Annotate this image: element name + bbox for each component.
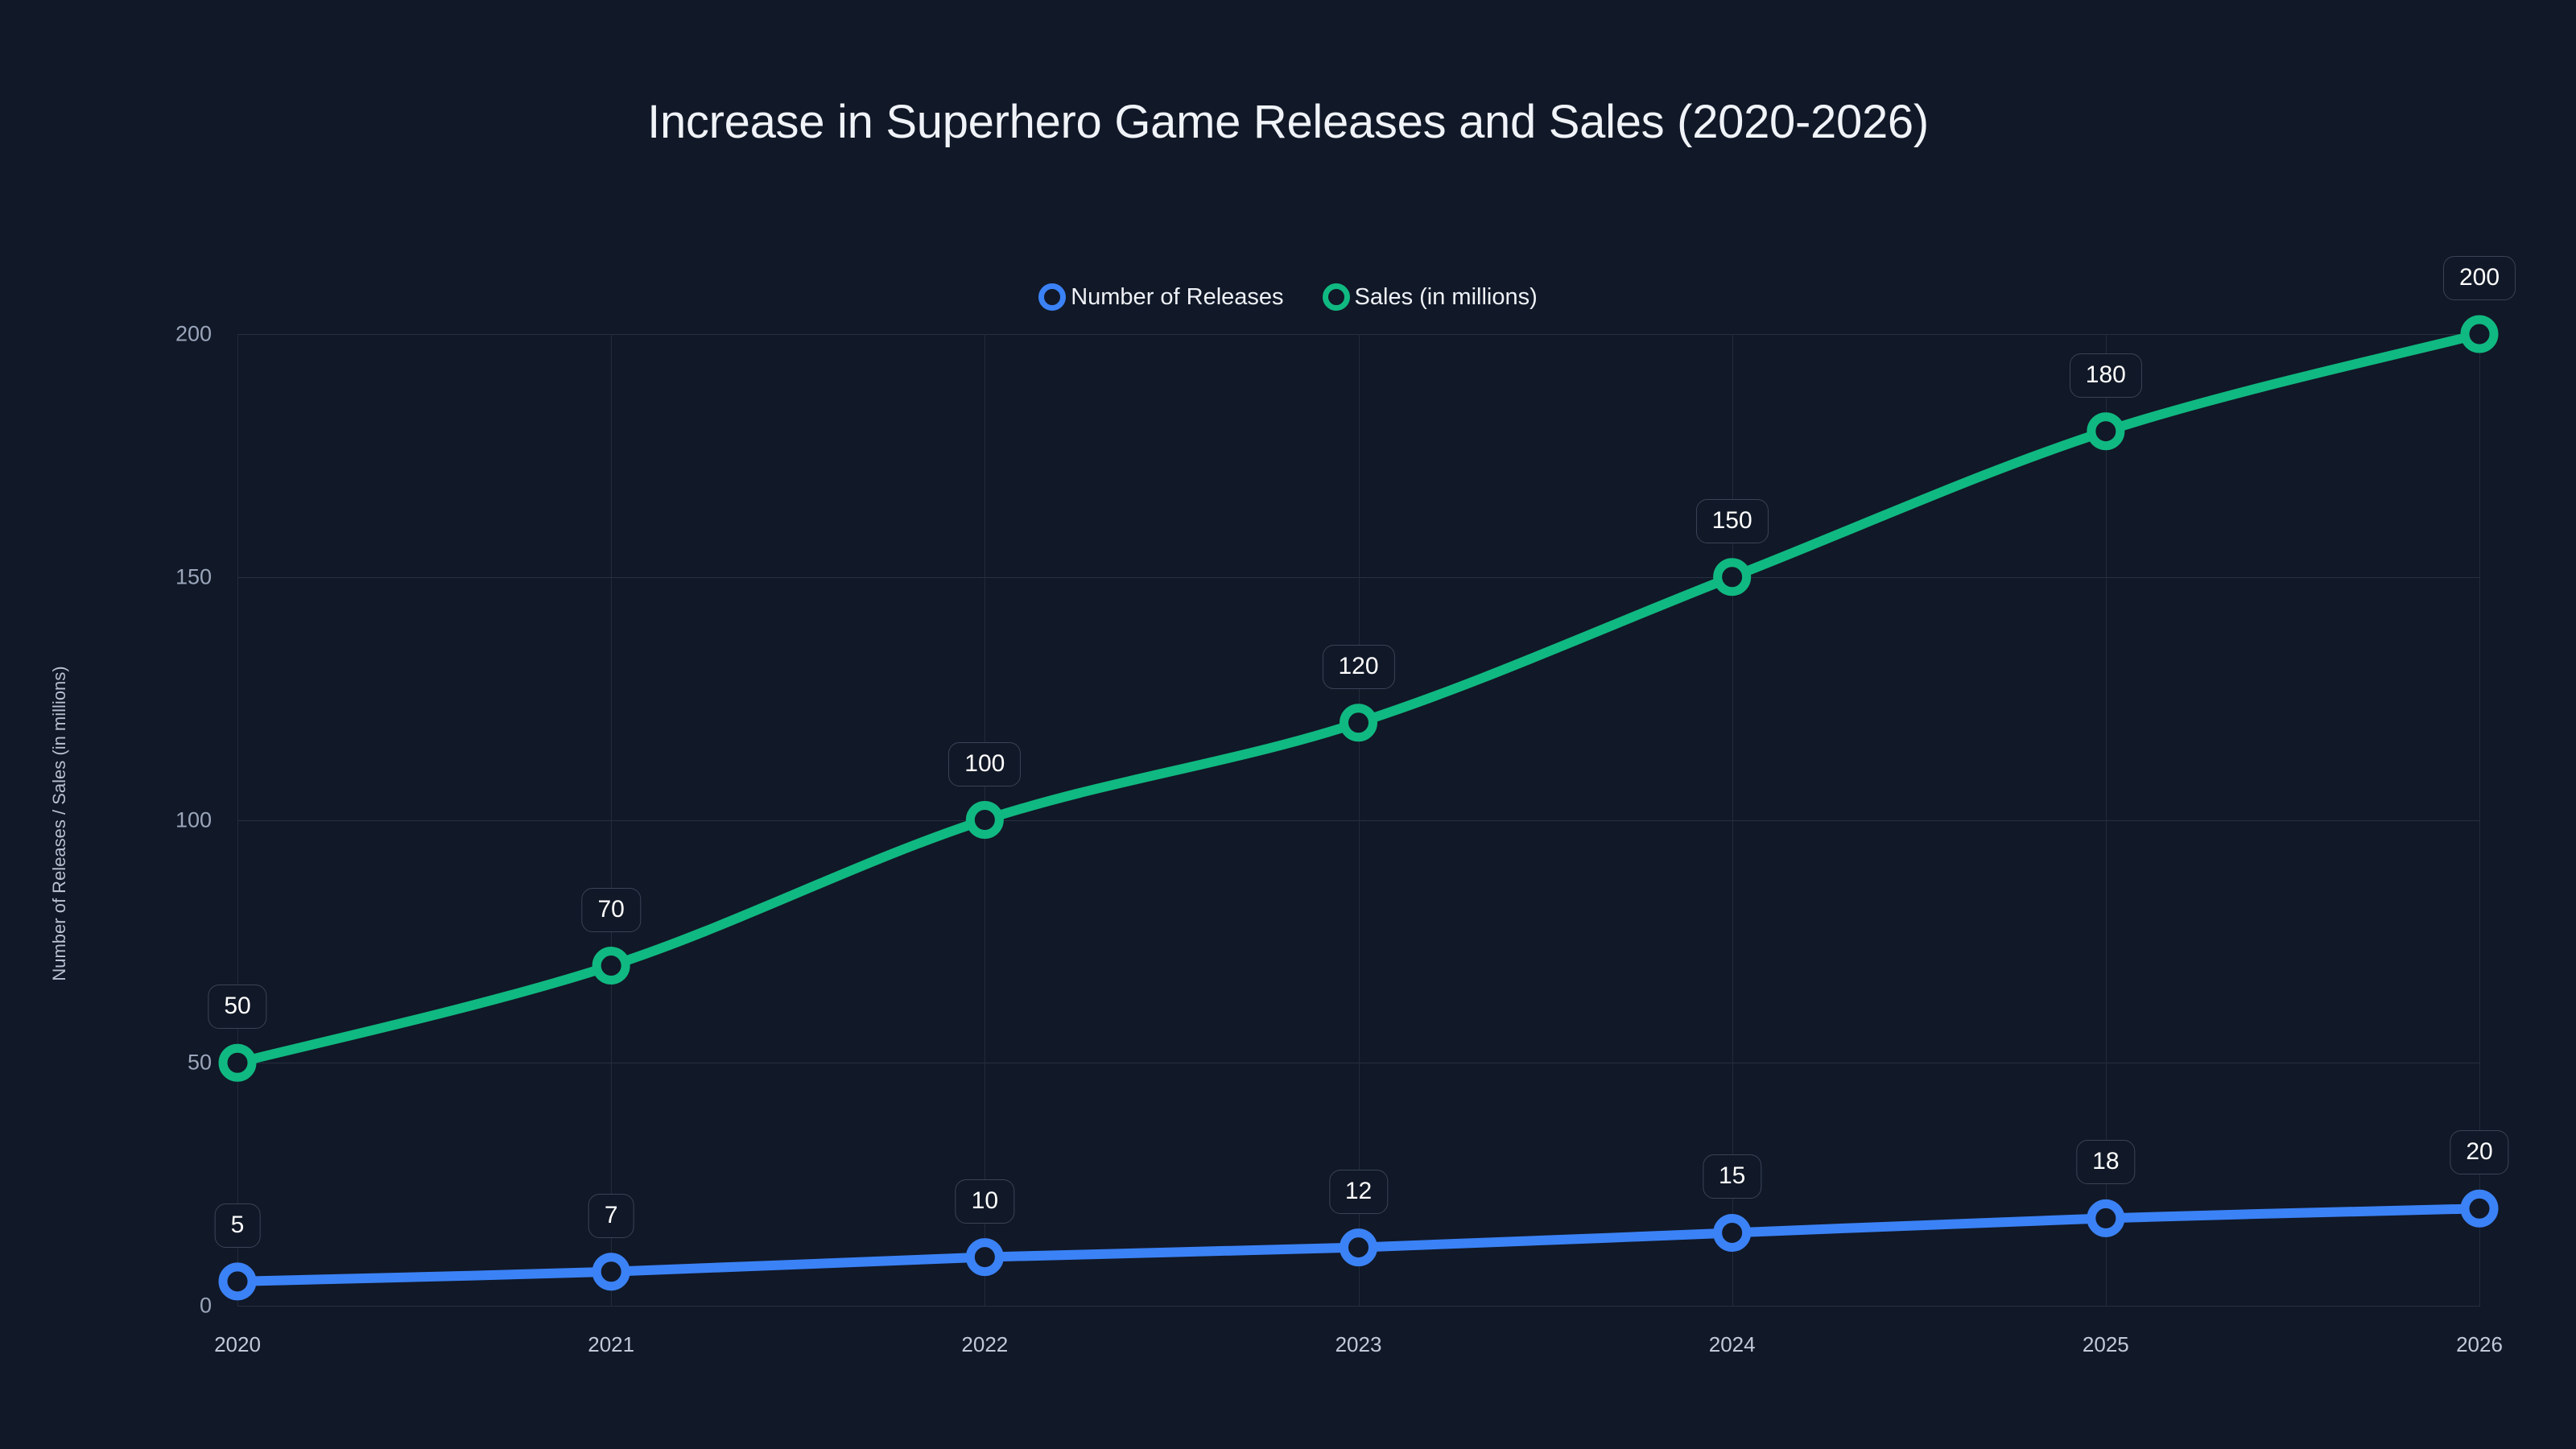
gridline-vertical — [1732, 334, 1733, 1306]
data-point-label: 10 — [955, 1179, 1015, 1224]
data-point-marker[interactable] — [1340, 704, 1377, 742]
data-point-label: 180 — [2069, 353, 2142, 398]
data-point-marker[interactable] — [1340, 1228, 1377, 1267]
data-point-label: 12 — [1328, 1169, 1389, 1214]
data-point-label: 15 — [1702, 1154, 1762, 1199]
data-point-label: 7 — [588, 1193, 634, 1238]
data-point-label: 200 — [2442, 256, 2516, 300]
y-axis-tick-label: 100 — [175, 807, 212, 832]
data-point-marker[interactable] — [965, 1238, 1004, 1277]
data-point-label: 20 — [2450, 1130, 2509, 1175]
data-point-marker[interactable] — [592, 1253, 630, 1291]
gridline-vertical — [2479, 334, 2480, 1306]
chart-title: Increase in Superhero Game Releases and … — [647, 96, 1929, 148]
data-point-marker[interactable] — [2460, 315, 2499, 353]
data-point-label: 18 — [2076, 1140, 2136, 1185]
data-point-label: 150 — [1695, 498, 1769, 543]
data-point-marker[interactable] — [2460, 1189, 2499, 1228]
x-axis-tick-label: 2024 — [1708, 1332, 1756, 1356]
x-axis-tick-label: 2026 — [2456, 1332, 2503, 1356]
series-line-sales — [233, 329, 2484, 1068]
gridline-vertical — [1358, 334, 1360, 1306]
x-axis-tick-label: 2022 — [961, 1332, 1009, 1356]
data-point-marker[interactable] — [218, 1043, 257, 1082]
series-markers — [218, 315, 2499, 1301]
data-point-marker[interactable] — [592, 947, 630, 985]
y-axis-tick-label: 0 — [199, 1293, 212, 1318]
gridline-vertical — [2105, 334, 2107, 1306]
data-point-marker[interactable] — [2087, 412, 2125, 451]
x-axis-tick-label: 2020 — [214, 1332, 261, 1356]
gridline-horizontal — [237, 1306, 2480, 1307]
series-lines — [233, 329, 2484, 1286]
gridline-vertical — [611, 334, 613, 1306]
data-point-label: 50 — [208, 985, 267, 1030]
data-point-marker[interactable] — [1713, 558, 1752, 597]
y-axis-tick-label: 150 — [175, 564, 212, 589]
data-point-label: 5 — [214, 1203, 261, 1248]
gridline-vertical — [237, 334, 238, 1306]
data-point-label: 100 — [948, 741, 1022, 786]
data-point-label: 70 — [581, 887, 641, 932]
data-point-marker[interactable] — [1713, 1213, 1752, 1252]
data-point-marker[interactable] — [218, 1262, 257, 1301]
y-axis-tick-label: 50 — [187, 1050, 212, 1075]
data-point-marker[interactable] — [2087, 1199, 2125, 1237]
data-point-label: 120 — [1322, 644, 1395, 689]
y-axis-tick-label: 200 — [175, 321, 212, 346]
x-axis-tick-label: 2025 — [2082, 1332, 2129, 1356]
x-axis-tick-label: 2021 — [588, 1332, 635, 1356]
data-point-marker[interactable] — [965, 801, 1004, 839]
x-axis-tick-label: 2023 — [1335, 1332, 1382, 1356]
